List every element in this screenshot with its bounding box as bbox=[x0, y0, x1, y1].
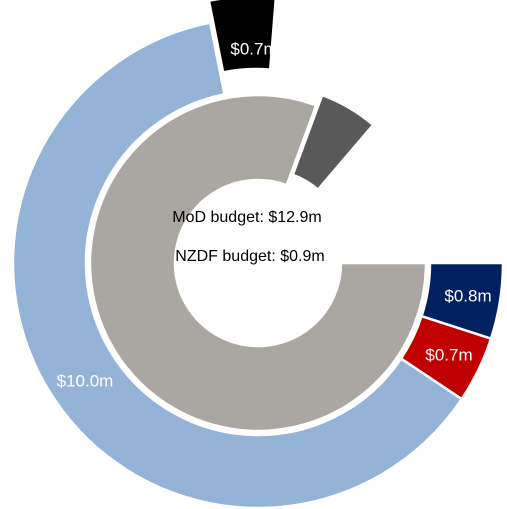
value-label: MoD budget: $12.9m bbox=[172, 209, 321, 226]
value-label: $10.0m bbox=[57, 371, 114, 390]
donut-segment bbox=[11, 21, 464, 509]
value-label: NZDF budget: $0.9m bbox=[175, 248, 324, 265]
donut-segment bbox=[207, 0, 277, 74]
donut-segment bbox=[88, 93, 428, 433]
value-label: $0.8m bbox=[444, 286, 491, 305]
value-label: $0.7m bbox=[230, 39, 277, 58]
value-label: $0.7m bbox=[425, 345, 472, 364]
donut-segment bbox=[291, 93, 375, 192]
